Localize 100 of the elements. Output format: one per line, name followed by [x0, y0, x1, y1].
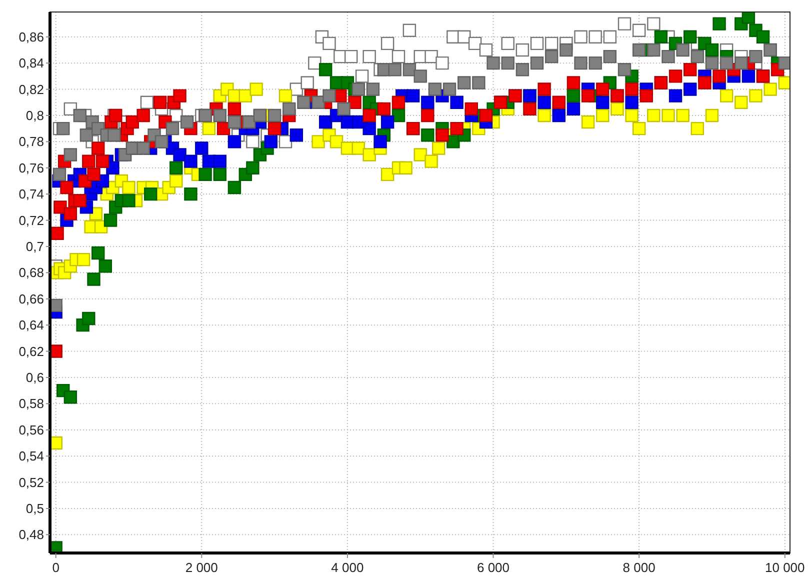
- point: [322, 36, 336, 50]
- point: [530, 36, 544, 50]
- point: [56, 122, 70, 136]
- x-tick-label: 4 000: [331, 560, 364, 575]
- point: [180, 115, 194, 129]
- point: [104, 214, 118, 227]
- point: [318, 63, 332, 76]
- point: [544, 50, 558, 64]
- point: [705, 43, 719, 57]
- y-tick-label: 0,78: [18, 134, 44, 150]
- point: [362, 50, 376, 64]
- point: [52, 168, 66, 182]
- point: [82, 312, 96, 326]
- point: [122, 194, 136, 208]
- y-tick-label: 0,56: [18, 422, 44, 438]
- point: [278, 135, 292, 148]
- y-tick-label: 0,52: [18, 474, 44, 490]
- point: [242, 115, 256, 129]
- y-tick-label: 0,8: [26, 108, 44, 124]
- point: [228, 115, 242, 129]
- point: [402, 24, 416, 37]
- point: [742, 12, 756, 24]
- point: [392, 108, 406, 122]
- point: [516, 43, 530, 57]
- point: [530, 56, 544, 70]
- point: [618, 63, 632, 76]
- point: [108, 128, 121, 142]
- y-tick-label: 0,66: [18, 291, 44, 306]
- point: [166, 122, 180, 136]
- point: [213, 168, 226, 182]
- y-tick-label: 0,68: [18, 265, 44, 280]
- point: [486, 56, 500, 70]
- point: [136, 142, 150, 155]
- point: [92, 246, 105, 260]
- y-tick-label: 0,76: [18, 160, 44, 176]
- point: [414, 70, 427, 83]
- point: [436, 56, 449, 70]
- point: [312, 96, 325, 109]
- point: [198, 168, 212, 182]
- point: [268, 108, 282, 122]
- point: [632, 24, 646, 37]
- point: [472, 76, 486, 90]
- point: [170, 161, 183, 174]
- point: [300, 76, 314, 90]
- y-tick-label: 0,72: [18, 212, 44, 228]
- point: [676, 43, 690, 57]
- y-tick-label: 0,5: [26, 501, 44, 516]
- y-tick-label: 0,84: [18, 56, 44, 71]
- point: [144, 187, 158, 201]
- point: [98, 260, 112, 273]
- point: [322, 89, 336, 102]
- point: [662, 50, 675, 64]
- point: [749, 50, 762, 64]
- point: [458, 30, 471, 44]
- point: [588, 56, 602, 70]
- y-tick-label: 0,64: [18, 318, 44, 333]
- point: [705, 56, 719, 70]
- point: [442, 82, 456, 96]
- y-tick-label: 0,7: [26, 239, 44, 254]
- y-tick-label: 0,6: [26, 370, 44, 386]
- point: [603, 50, 617, 64]
- point: [64, 148, 78, 162]
- point: [574, 30, 588, 44]
- point: [690, 50, 704, 64]
- y-tick-label: 0,62: [18, 344, 44, 359]
- point: [392, 50, 406, 64]
- point: [778, 56, 790, 70]
- x-tick-label: 0: [52, 560, 60, 575]
- point: [366, 82, 380, 96]
- point: [297, 96, 310, 109]
- x-tick-label: 6 000: [476, 560, 510, 575]
- point: [228, 180, 242, 194]
- point: [402, 63, 416, 76]
- point: [64, 390, 78, 404]
- point: [352, 82, 365, 96]
- point: [380, 36, 394, 50]
- point: [574, 56, 588, 70]
- point: [618, 17, 632, 30]
- point: [516, 63, 530, 76]
- point: [388, 63, 402, 76]
- y-tick-label: 0,74: [18, 186, 44, 202]
- point: [87, 272, 100, 286]
- point: [588, 30, 602, 44]
- point: [213, 108, 226, 122]
- point: [734, 56, 748, 70]
- point: [501, 36, 514, 50]
- y-tick-label: 0,48: [18, 527, 44, 542]
- point: [712, 17, 726, 30]
- y-tick-label: 0,54: [18, 448, 44, 464]
- point: [501, 56, 514, 70]
- point: [428, 82, 442, 96]
- point: [73, 108, 86, 122]
- point: [424, 50, 438, 64]
- x-tick-label: 2 000: [185, 560, 218, 575]
- point: [246, 135, 260, 148]
- point: [140, 96, 154, 109]
- x-tick-label: 10 000: [765, 560, 805, 575]
- point: [654, 30, 668, 44]
- point: [544, 36, 558, 50]
- point: [308, 56, 322, 70]
